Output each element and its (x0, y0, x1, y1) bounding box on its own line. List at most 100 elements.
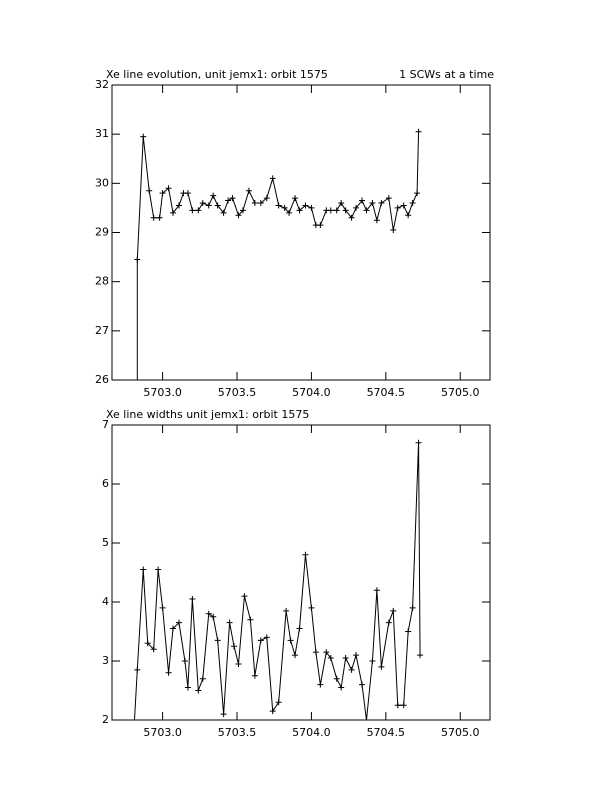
data-point (417, 652, 424, 659)
data-point (342, 655, 349, 662)
data-point (181, 658, 188, 664)
data-point (155, 566, 162, 573)
data-point (338, 200, 345, 206)
data-point (281, 204, 288, 211)
data-point (263, 634, 270, 641)
data-point (226, 619, 233, 626)
data-point (353, 652, 360, 659)
data-point (390, 227, 397, 234)
x-tick-label: 5705.0 (441, 726, 480, 739)
data-line (136, 131, 420, 380)
data-point (175, 202, 182, 209)
data-point (405, 628, 412, 635)
data-point (257, 200, 264, 206)
data-point (241, 593, 248, 600)
data-point (214, 637, 221, 644)
data-point (156, 214, 163, 221)
data-point (378, 663, 385, 670)
data-point (199, 200, 206, 206)
data-point (373, 217, 380, 224)
data-point (184, 190, 191, 197)
data-point (296, 625, 303, 632)
data-point (302, 551, 309, 558)
data-point (140, 566, 147, 573)
data-point (415, 439, 422, 446)
y-tick-label: 27 (95, 324, 109, 337)
x-tick-label: 5703.5 (218, 386, 257, 399)
data-point (214, 202, 221, 209)
y-tick-label: 6 (102, 477, 109, 490)
data-point (170, 625, 177, 632)
data-point (394, 204, 401, 211)
chart-title: Xe line evolution, unit jemx1: orbit 157… (106, 68, 328, 81)
data-point (220, 209, 227, 216)
data-point (312, 649, 319, 656)
data-point (210, 192, 217, 199)
data-point (134, 666, 141, 673)
data-point (415, 128, 422, 135)
data-point (245, 187, 252, 194)
data-point (400, 202, 407, 209)
data-point (195, 207, 202, 214)
data-point (225, 197, 232, 204)
data-point (159, 190, 166, 197)
data-point (189, 596, 196, 603)
data-point (409, 200, 416, 206)
data-point (363, 207, 370, 214)
data-point (205, 202, 212, 209)
data-point (140, 133, 147, 140)
data-point (323, 649, 330, 656)
data-point (390, 607, 397, 614)
data-point (189, 207, 196, 214)
data-point (275, 699, 282, 706)
data-point (302, 202, 309, 209)
data-point (353, 204, 360, 211)
x-tick-label: 5703.0 (143, 726, 182, 739)
data-point (269, 175, 276, 182)
data-point (317, 681, 324, 688)
data-point (239, 207, 246, 214)
x-tick-label: 5704.5 (367, 726, 406, 739)
y-tick-label: 5 (102, 536, 109, 549)
data-point (286, 209, 293, 216)
data-point (373, 587, 380, 594)
data-point (130, 747, 136, 753)
chart-title: Xe line widths unit jemx1: orbit 1575 (106, 408, 309, 421)
data-point (359, 197, 366, 204)
data-point (195, 687, 202, 694)
data-point (338, 684, 345, 691)
data-point (134, 426, 140, 432)
data-point (205, 610, 212, 617)
y-tick-label: 29 (95, 226, 109, 239)
data-point (369, 200, 376, 206)
data-point (287, 637, 294, 644)
data-point (333, 207, 340, 214)
x-tick-label: 5704.5 (367, 386, 406, 399)
data-point (170, 209, 177, 216)
data-point (247, 616, 254, 623)
data-point (251, 672, 258, 679)
plot-area (130, 439, 424, 753)
data-point (342, 207, 349, 214)
data-point (159, 604, 166, 611)
y-tick-label: 30 (95, 176, 109, 189)
plot-area (134, 128, 422, 432)
data-point (327, 207, 334, 214)
data-point (199, 675, 206, 682)
data-point (263, 195, 270, 202)
data-point (292, 195, 299, 202)
y-tick-label: 28 (95, 275, 109, 288)
data-point (308, 604, 315, 611)
data-point (333, 675, 340, 682)
y-tick-label: 4 (102, 595, 109, 608)
data-point (308, 204, 315, 211)
plot-frame (111, 84, 491, 381)
data-point (378, 200, 385, 206)
y-tick-label: 2 (102, 713, 109, 726)
x-tick-label: 5703.5 (218, 726, 257, 739)
data-point (400, 702, 407, 709)
data-line (133, 442, 421, 720)
annotation: 1 SCWs at a time (399, 68, 494, 81)
